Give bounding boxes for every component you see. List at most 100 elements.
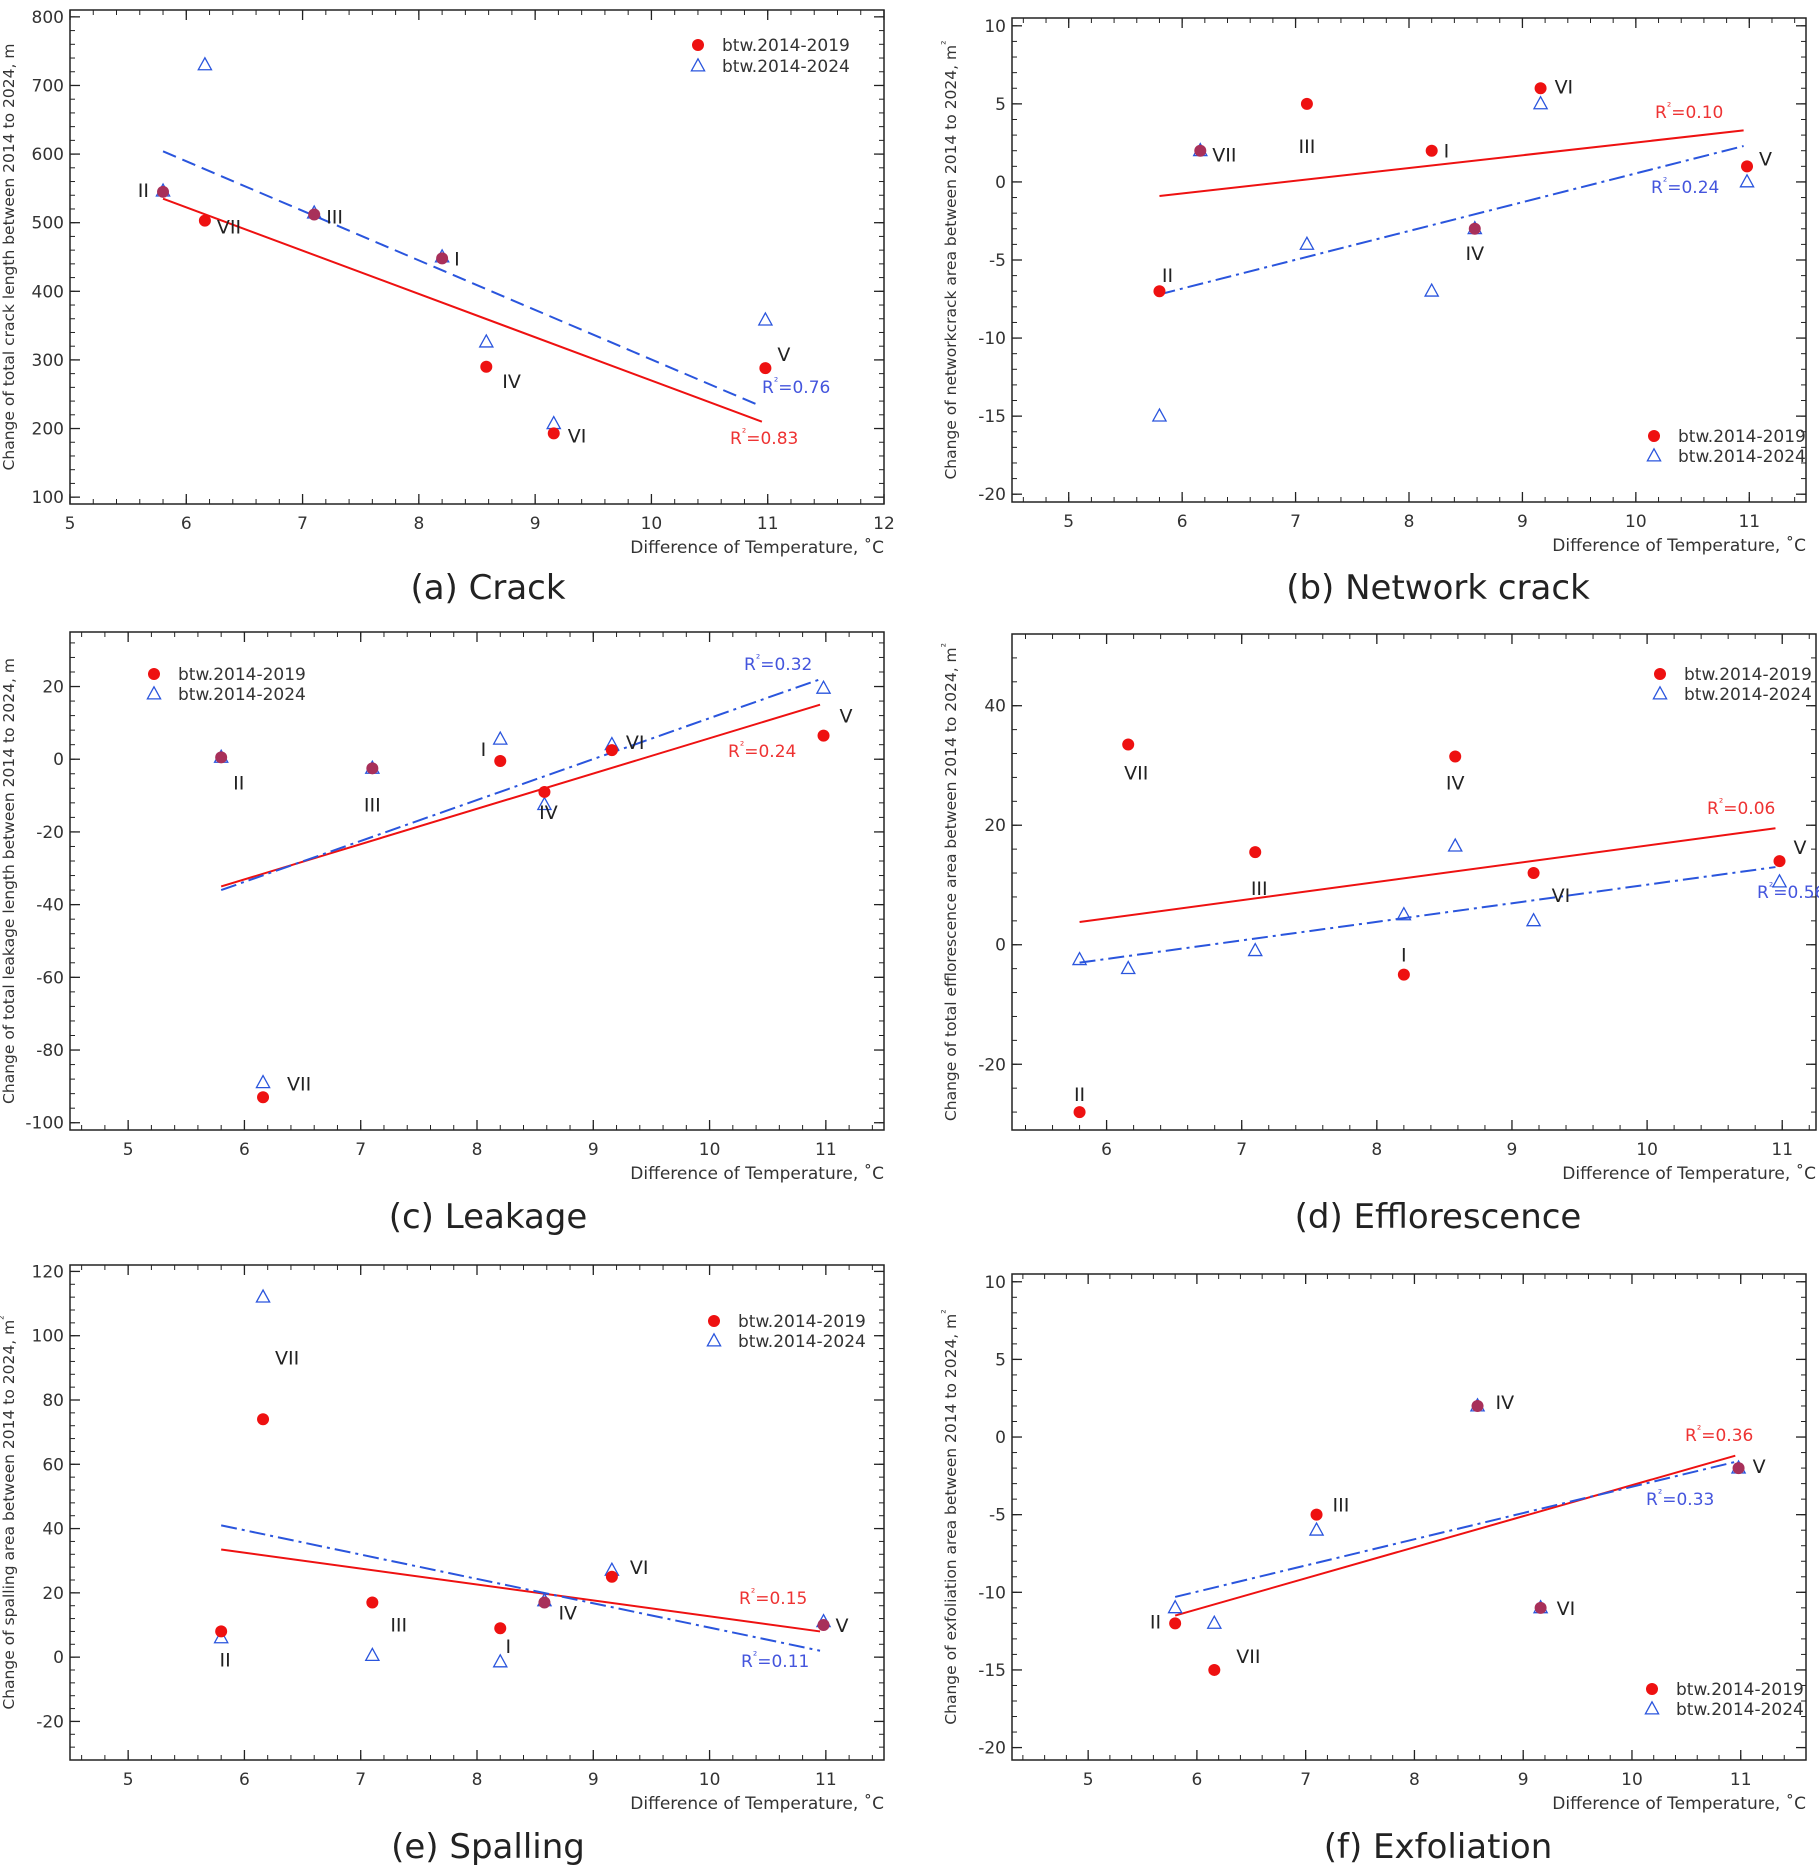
site-label-V: V <box>1753 1456 1766 1478</box>
point-2014-2019 <box>1527 867 1540 880</box>
x-tick-label: 11 <box>1771 1140 1793 1160</box>
point-2014-2019 <box>1397 968 1410 981</box>
point-2014-2019 <box>1468 222 1481 235</box>
site-label-I: I <box>454 248 460 270</box>
y-axis-label: Change of total efflorescence area betwe… <box>939 643 960 1121</box>
site-label-II: II <box>220 1649 231 1671</box>
y-tick-label: 0 <box>53 750 64 770</box>
site-label-V: V <box>836 1615 849 1637</box>
point-2014-2019 <box>1208 1663 1221 1676</box>
site-label-IV: IV <box>502 371 521 393</box>
y-tick-label: 0 <box>995 173 1006 193</box>
fit-line-2014-2024 <box>1159 145 1744 296</box>
x-tick-label: 8 <box>1404 512 1415 532</box>
site-label-I: I <box>505 1636 511 1658</box>
site-label-II: II <box>233 772 244 794</box>
site-label-I: I <box>1401 945 1407 967</box>
point-2014-2024 <box>1071 951 1088 966</box>
legend-label-2014-2019: btw.2014-2019 <box>178 665 306 685</box>
point-2014-2019 <box>215 751 228 764</box>
site-label-II: II <box>1162 265 1173 287</box>
point-2014-2024 <box>1771 873 1788 888</box>
site-label-IV: IV <box>539 802 558 824</box>
point-2014-2019 <box>605 744 618 757</box>
point-2014-2019 <box>538 1596 551 1609</box>
point-2014-2024 <box>1308 1521 1325 1536</box>
plot-frame <box>69 631 885 1131</box>
fit-line-2014-2019 <box>1174 1454 1736 1617</box>
y-axis-label: Change of total crack length between 201… <box>0 44 18 471</box>
x-tick-label: 7 <box>297 514 308 534</box>
site-label-II: II <box>138 180 149 202</box>
point-2014-2019 <box>547 427 560 440</box>
point-2014-2019 <box>480 360 493 373</box>
point-2014-2024 <box>492 1653 508 1668</box>
x-tick-label: 9 <box>588 1770 599 1790</box>
y-tick-label: -5 <box>989 1506 1006 1526</box>
point-2014-2019 <box>1449 750 1462 763</box>
r2-label-2014-2019: R²=0.06 <box>1707 796 1775 819</box>
y-tick-label: 60 <box>42 1455 64 1475</box>
fit-line-2014-2024 <box>220 1524 821 1652</box>
point-2014-2024 <box>546 415 562 430</box>
site-label-VII: VII <box>217 217 241 239</box>
site-label-VI: VI <box>626 732 645 754</box>
caption-b: (b) Network crack <box>1286 568 1590 608</box>
minor-ticks <box>70 632 884 1130</box>
r2-label-2014-2024: R²=0.76 <box>762 375 830 398</box>
site-label-VI: VI <box>630 1557 649 1579</box>
point-2014-2024 <box>1525 912 1542 927</box>
fit-line-2014-2019 <box>1159 129 1744 197</box>
x-tick-label: 10 <box>1621 1770 1643 1790</box>
x-tick-label: 11 <box>815 1140 837 1160</box>
x-tick-label: 5 <box>123 1140 134 1160</box>
y-tick-label: 40 <box>42 1520 64 1540</box>
x-tick-label: 5 <box>1083 1770 1094 1790</box>
r2-label-2014-2024: R²=0.11 <box>741 1649 809 1672</box>
r2-label-2014-2024: R²=0.24 <box>1651 175 1719 198</box>
y-tick-label: 0 <box>995 936 1006 956</box>
x-tick-label: 6 <box>1101 1140 1112 1160</box>
x-tick-label: 11 <box>1738 512 1760 532</box>
y-tick-label: 400 <box>32 282 64 302</box>
site-label-II: II <box>1074 1084 1085 1106</box>
legend-marker-2014-2024 <box>1646 447 1662 462</box>
y-tick-label: 20 <box>42 678 64 698</box>
x-tick-label: 5 <box>123 1770 134 1790</box>
point-2014-2019 <box>1073 1106 1086 1119</box>
y-tick-label: -10 <box>978 329 1006 349</box>
point-2014-2024 <box>536 796 553 811</box>
y-tick-label: 20 <box>984 816 1006 836</box>
x-tick-label: 8 <box>413 514 424 534</box>
x-tick-label: 8 <box>1409 1770 1420 1790</box>
legend-label-2014-2019: btw.2014-2019 <box>1684 665 1812 685</box>
caption-c: (c) Leakage <box>388 1197 588 1237</box>
site-label-III: III <box>1251 878 1268 900</box>
point-2014-2024 <box>492 730 508 745</box>
point-2014-2019 <box>1534 82 1547 95</box>
legend-label-2014-2019: btw.2014-2019 <box>1678 427 1806 447</box>
x-tick-label: 10 <box>699 1140 721 1160</box>
point-2014-2019 <box>436 252 449 265</box>
y-tick-label: 40 <box>984 697 1006 717</box>
x-axis-label: Difference of Temperature, ˚C <box>630 537 884 558</box>
point-2014-2024 <box>1247 942 1263 957</box>
x-tick-label: 5 <box>1063 512 1074 532</box>
caption-f: (f) Exfoliation <box>1323 1827 1553 1867</box>
point-2014-2019 <box>817 1619 830 1631</box>
x-tick-label: 10 <box>1636 1140 1658 1160</box>
r2-label-2014-2024: R²=0.56 <box>1757 880 1819 903</box>
x-tick-label: 7 <box>1290 512 1301 532</box>
point-2014-2019 <box>308 208 321 221</box>
site-label-III: III <box>364 794 381 816</box>
y-tick-label: -5 <box>989 251 1006 271</box>
site-label-IV: IV <box>1465 243 1484 265</box>
point-2014-2019 <box>366 762 379 775</box>
legend-label-2014-2019: btw.2014-2019 <box>1676 1680 1804 1700</box>
x-tick-label: 6 <box>1177 512 1188 532</box>
x-tick-label: 9 <box>1517 512 1528 532</box>
site-label-II: II <box>1150 1611 1161 1633</box>
y-tick-label: 100 <box>32 1327 64 1347</box>
